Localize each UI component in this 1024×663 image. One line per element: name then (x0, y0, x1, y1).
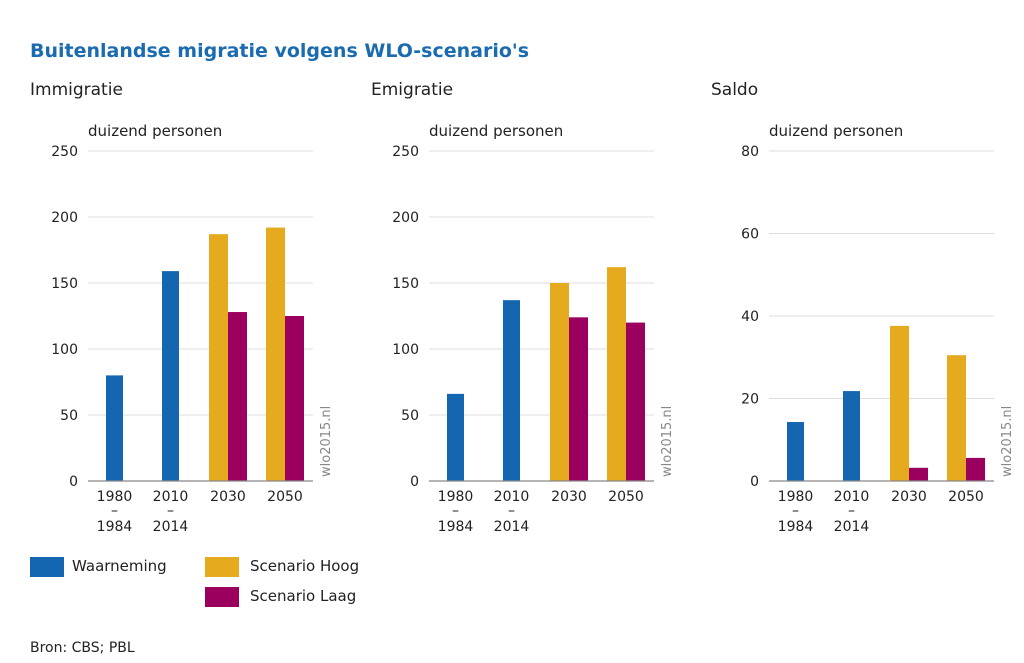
x-tick-label: 1980 (97, 489, 133, 505)
y-tick-label: 250 (51, 144, 78, 160)
legend-label-hoog: Scenario Hoog (250, 557, 360, 575)
x-tick-label: 2030 (891, 489, 927, 505)
y-tick-label: 80 (741, 144, 759, 160)
y-tick-label: 150 (392, 276, 419, 292)
x-tick-label: 2030 (210, 489, 246, 505)
x-tick-dash: – (111, 503, 118, 519)
bar-waarneming (787, 422, 804, 481)
x-tick-dash: – (508, 503, 515, 519)
x-tick-label: 2010 (834, 489, 870, 505)
y-tick-label: 200 (392, 210, 419, 226)
x-tick-label: 2010 (494, 489, 530, 505)
legend-swatch-laag (205, 587, 239, 607)
x-tick-label: 2014 (494, 519, 530, 535)
x-tick-label: 2014 (153, 519, 189, 535)
y-tick-label: 50 (401, 408, 419, 424)
legend-swatch-hoog (205, 557, 239, 577)
x-tick-label: 1984 (778, 519, 814, 535)
y-tick-label: 100 (392, 342, 419, 358)
x-tick-label: 1984 (438, 519, 474, 535)
legend-label-waarneming: Waarneming (72, 557, 167, 575)
x-tick-label: 2050 (948, 489, 984, 505)
y-tick-label: 40 (741, 309, 759, 325)
bar-scenario-hoog (209, 234, 228, 481)
panel-title: Saldo (711, 80, 758, 100)
bar-scenario-laag (285, 316, 304, 481)
x-tick-label: 2050 (267, 489, 303, 505)
source-note: Bron: CBS; PBL (30, 640, 135, 656)
y-tick-label: 50 (60, 408, 78, 424)
x-tick-dash: – (452, 503, 459, 519)
bar-scenario-hoog (607, 267, 626, 481)
panel-title: Immigratie (30, 80, 123, 100)
bar-scenario-hoog (550, 283, 569, 481)
x-tick-dash: – (848, 503, 855, 519)
y-tick-label: 0 (69, 474, 78, 490)
legend-swatch-waarneming (30, 557, 64, 577)
bar-waarneming (106, 375, 123, 481)
y-tick-label: 250 (392, 144, 419, 160)
bar-waarneming (843, 391, 860, 481)
x-tick-label: 2010 (153, 489, 189, 505)
watermark: wlo2015.nl (660, 406, 675, 477)
bar-waarneming (447, 393, 464, 481)
x-tick-label: 1980 (778, 489, 814, 505)
x-tick-label: 2030 (551, 489, 587, 505)
y-tick-label: 200 (51, 210, 78, 226)
x-tick-label: 1984 (97, 519, 133, 535)
x-tick-label: 2050 (608, 489, 644, 505)
y-tick-label: 150 (51, 276, 78, 292)
bar-scenario-laag (626, 322, 645, 481)
x-tick-label: 1980 (438, 489, 474, 505)
x-tick-label: 2014 (834, 519, 870, 535)
bar-scenario-hoog (947, 355, 966, 481)
panel-title: Emigratie (371, 80, 453, 100)
y-tick-label: 100 (51, 342, 78, 358)
legend-label-laag: Scenario Laag (250, 587, 357, 605)
bar-scenario-hoog (890, 325, 909, 481)
bar-scenario-laag (228, 312, 247, 481)
y-axis-label: duizend personen (429, 122, 563, 140)
y-axis-label: duizend personen (88, 122, 222, 140)
y-tick-label: 60 (741, 227, 759, 243)
bar-scenario-laag (966, 457, 985, 481)
y-axis-label: duizend personen (769, 122, 903, 140)
y-tick-label: 0 (410, 474, 419, 490)
bar-scenario-laag (909, 467, 928, 481)
bar-scenario-laag (569, 317, 588, 481)
watermark: wlo2015.nl (1000, 406, 1015, 477)
watermark: wlo2015.nl (319, 406, 334, 477)
y-tick-label: 0 (750, 474, 759, 490)
x-tick-dash: – (167, 503, 174, 519)
bar-scenario-hoog (266, 227, 285, 481)
bar-waarneming (162, 271, 179, 481)
bar-waarneming (503, 300, 520, 481)
figure-title: Buitenlandse migratie volgens WLO-scenar… (30, 40, 530, 62)
x-tick-dash: – (792, 503, 799, 519)
y-tick-label: 20 (741, 392, 759, 408)
